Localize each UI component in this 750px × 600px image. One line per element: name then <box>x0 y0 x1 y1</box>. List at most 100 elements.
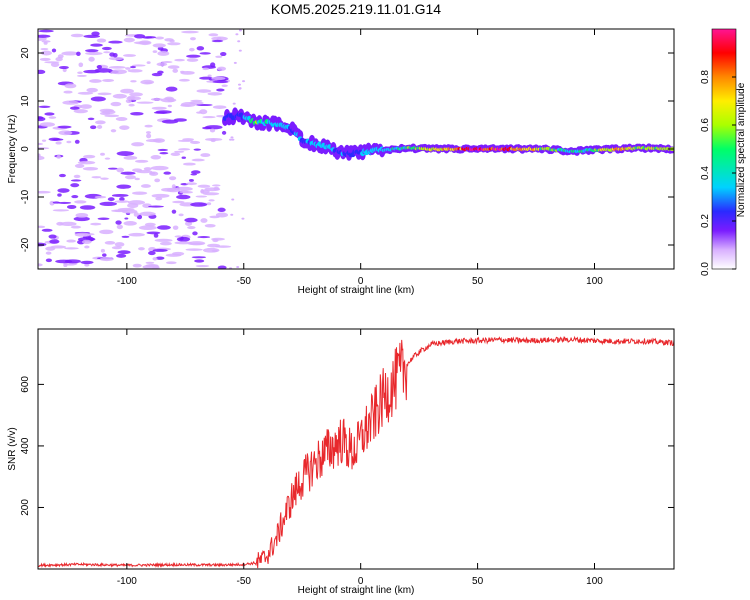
noise-blob <box>174 241 193 245</box>
noise-blob <box>150 98 163 101</box>
noise-blob <box>45 251 52 255</box>
noise-blob <box>114 209 124 212</box>
noise-blob <box>143 167 152 171</box>
noise-blob <box>238 29 242 32</box>
noise-blob <box>154 36 165 40</box>
noise-blob <box>134 159 149 163</box>
colorbar-scale <box>712 29 736 269</box>
noise-blob <box>38 242 47 247</box>
noise-blob <box>142 203 152 209</box>
spectrogram-y-label: Frequency (Hz) <box>7 115 18 184</box>
noise-blob <box>99 257 114 262</box>
spectrogram-x-tick-label: 50 <box>472 276 484 287</box>
noise-blob <box>195 195 208 198</box>
noise-blob <box>131 64 146 67</box>
noise-blob <box>38 105 51 109</box>
noise-blob <box>74 163 85 169</box>
noise-blob <box>148 250 156 256</box>
noise-blob <box>231 198 235 201</box>
noise-blob <box>200 153 211 158</box>
noise-blob <box>56 221 64 226</box>
spectrogram-y-tick-label: 0 <box>20 146 31 152</box>
noise-blob <box>123 37 135 43</box>
noise-blob <box>110 69 127 75</box>
colorbar-tick-label: 0.4 <box>700 166 711 180</box>
noise-blob <box>151 72 163 77</box>
noise-blob <box>57 193 62 197</box>
noise-blob <box>104 157 111 160</box>
noise-blob <box>159 241 172 246</box>
noise-blob <box>217 265 227 269</box>
noise-blob <box>116 167 124 173</box>
noise-blob <box>152 43 166 48</box>
noise-blob <box>41 139 47 142</box>
noise-blob <box>50 245 67 249</box>
noise-blob <box>204 125 223 130</box>
noise-blob <box>102 78 115 82</box>
noise-blob <box>152 257 158 261</box>
noise-blob <box>156 225 171 230</box>
noise-blob <box>172 200 185 204</box>
noise-blob <box>241 217 245 220</box>
noise-blob <box>202 116 216 119</box>
noise-blob <box>41 228 53 232</box>
noise-blob <box>178 78 190 82</box>
noise-blob <box>38 69 46 75</box>
noise-blob <box>220 52 227 57</box>
noise-blob <box>104 114 120 118</box>
noise-blob <box>110 129 117 133</box>
noise-blob <box>38 34 51 38</box>
noise-blob <box>209 215 220 219</box>
noise-blob <box>74 139 80 144</box>
noise-blob <box>73 109 89 114</box>
noise-blob <box>63 90 73 94</box>
noise-blob <box>73 216 90 222</box>
noise-blob <box>172 251 185 256</box>
noise-blob <box>155 197 163 201</box>
noise-blob <box>119 197 125 202</box>
noise-blob <box>62 100 79 105</box>
noise-blob <box>76 74 87 77</box>
noise-blob <box>196 104 213 107</box>
noise-blob <box>104 240 116 245</box>
snr-x-tick-label: 0 <box>358 576 364 587</box>
noise-blob <box>182 138 195 141</box>
spectrogram-x-tick-label: 100 <box>586 276 603 287</box>
noise-blob <box>229 138 233 141</box>
noise-blob <box>111 246 122 250</box>
noise-blob <box>189 101 204 105</box>
noise-blob <box>76 51 81 56</box>
colorbar-tick-label: 0.8 <box>700 70 711 84</box>
colorbar-tick-label: 0.6 <box>700 118 711 132</box>
noise-blob <box>64 247 79 250</box>
noise-blob <box>116 184 132 189</box>
noise-blob <box>112 93 127 99</box>
noise-blob <box>190 202 208 207</box>
noise-blob <box>74 200 87 204</box>
snr-y-tick-label: 200 <box>20 499 31 516</box>
noise-blob <box>38 263 43 267</box>
noise-blob <box>163 171 172 175</box>
noise-blob <box>174 235 183 238</box>
noise-blob <box>145 131 152 134</box>
noise-blob <box>179 236 184 241</box>
noise-blob <box>210 62 216 68</box>
noise-blob <box>200 188 205 194</box>
noise-blob <box>90 96 106 102</box>
noise-blob <box>145 139 162 143</box>
noise-blob <box>140 184 151 188</box>
noise-blob <box>55 141 62 145</box>
noise-blob <box>89 79 102 83</box>
noise-blob <box>144 81 153 84</box>
noise-blob <box>145 36 157 39</box>
noise-blob <box>212 238 219 243</box>
noise-blob <box>199 76 214 80</box>
noise-blob <box>197 184 211 188</box>
noise-blob <box>128 103 135 107</box>
noise-blob <box>58 65 69 70</box>
noise-blob <box>77 91 94 95</box>
noise-blob <box>138 225 157 231</box>
colorbar-frame <box>711 28 737 270</box>
